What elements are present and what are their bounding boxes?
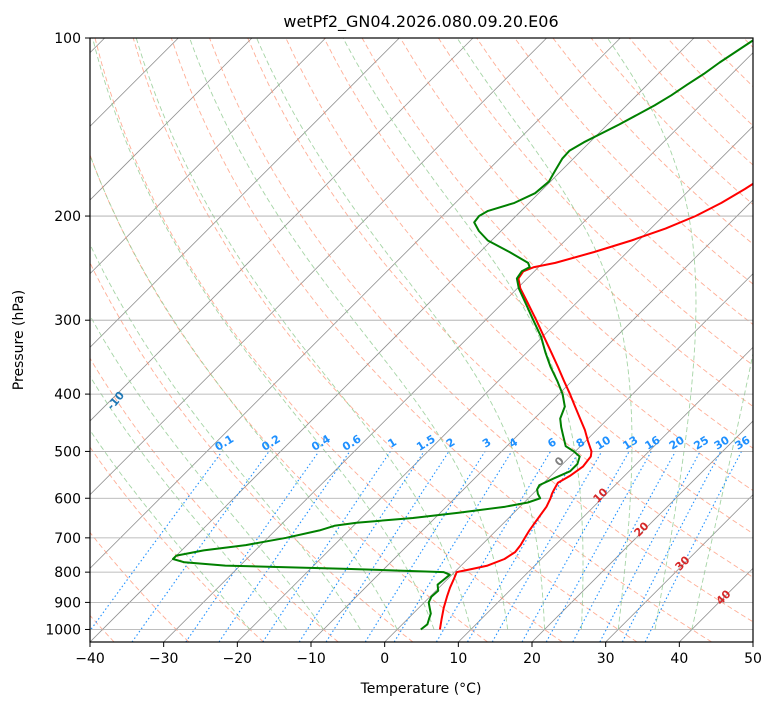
x-axis: −40 −30 −20 −10 0 10 20 30 40 50: [75, 642, 762, 667]
x-axis-title: Temperature (°C): [360, 681, 482, 697]
x-tick-label: 0: [380, 651, 389, 667]
dry-adiabat-line: [90, 261, 414, 642]
isotherm-line: [90, 38, 400, 348]
dry-adiabat-line: [514, 38, 753, 285]
moist-adiabat-line: [92, 38, 435, 630]
mixing-ratio-line: [325, 451, 450, 642]
isotherm-line: [90, 38, 253, 201]
dry-adiabat-line: [94, 38, 563, 642]
isotherm-line: [90, 38, 474, 422]
dry-adiabat-line: [90, 531, 190, 642]
x-tick-label: −10: [296, 651, 326, 667]
mixing-ratio-line: [298, 451, 425, 642]
y-tick-label: 500: [54, 444, 81, 460]
x-tick-label: 30: [597, 651, 615, 667]
y-tick-label: 600: [54, 491, 81, 507]
plot-frame: [89, 37, 754, 643]
dry-adiabat-line: [247, 38, 753, 578]
dry-adiabats: [90, 38, 753, 642]
moist-adiabat-line: [189, 38, 509, 630]
mixing-ratio-line: [393, 451, 513, 642]
moist-adiabat-line: [135, 38, 472, 630]
dry-adiabat-line: [399, 38, 753, 407]
isotherm-line: [384, 273, 753, 642]
dry-adiabat-line: [132, 38, 638, 642]
mixing-ratio-line: [131, 451, 270, 642]
isotherm-line: [531, 420, 753, 642]
isotherm-line: [458, 346, 753, 642]
moist-adiabat-line: [607, 38, 697, 630]
isotherm-line: [90, 38, 621, 569]
mixing-ratio-line: [644, 451, 742, 642]
x-tick-label: 10: [449, 651, 467, 667]
isotherm-line: [605, 494, 753, 642]
y-axis: 100 200 300 400 500 600 700 800 900 1000: [45, 31, 90, 638]
moist-adiabat-line: [90, 314, 324, 630]
dry-adiabat-line: [170, 38, 712, 642]
isotherm-line: [237, 125, 753, 642]
y-tick-label: 400: [54, 387, 81, 403]
dry-adiabat-line: [209, 38, 753, 623]
mixing-ratio-line: [90, 451, 223, 632]
moist-adiabat-line: [90, 243, 361, 630]
chart-title: wetPf2_GN04.2026.080.09.20.E06: [283, 12, 558, 32]
moist-adiabat-line: [456, 38, 633, 630]
temperature-profile-line: [438, 182, 753, 630]
mixing-ratio-line: [185, 451, 320, 642]
moist-adiabat-line: [256, 38, 545, 630]
moist-adiabats: [90, 38, 753, 630]
y-tick-label: 100: [54, 31, 81, 47]
dry-adiabat-line: [323, 38, 753, 492]
x-tick-label: 40: [670, 651, 688, 667]
moist-adiabat-line: [342, 38, 584, 630]
y-tick-label: 800: [54, 565, 81, 581]
x-tick-label: −30: [149, 651, 179, 667]
y-tick-label: 900: [54, 595, 81, 611]
y-tick-label: 1000: [45, 622, 81, 638]
y-tick-label: 200: [54, 209, 81, 225]
dry-adiabat-line: [90, 357, 339, 642]
x-tick-label: 20: [523, 651, 541, 667]
mixing-ratio-line: [218, 451, 351, 642]
x-tick-label: 50: [744, 651, 762, 667]
isotherm-line: [90, 38, 695, 642]
isobars: [90, 38, 753, 630]
dewpoint-profile-line: [172, 39, 753, 631]
mixing-ratio-line: [545, 451, 652, 642]
isotherm-line: [90, 38, 547, 496]
mixing-ratio-line: [572, 451, 676, 642]
mixing-ratio-line: [621, 451, 722, 642]
x-tick-label: −40: [75, 651, 105, 667]
mixing-ratio-lines: [90, 451, 742, 642]
dry-adiabat-line: [90, 446, 264, 642]
isotherm-line: [90, 38, 326, 275]
y-axis-title: Pressure (hPa): [11, 290, 27, 390]
dry-adiabat-line: [438, 38, 753, 366]
y-tick-label: 300: [54, 313, 81, 329]
mixing-ratio-line: [521, 451, 630, 642]
x-tick-label: −20: [223, 651, 253, 667]
mixing-ratio-line: [262, 451, 391, 642]
profiles: [172, 39, 753, 631]
y-tick-label: 700: [54, 531, 81, 547]
moist-adiabat-line: [691, 351, 753, 630]
isotherms: [90, 38, 753, 642]
moist-adiabat-line: [90, 153, 398, 630]
